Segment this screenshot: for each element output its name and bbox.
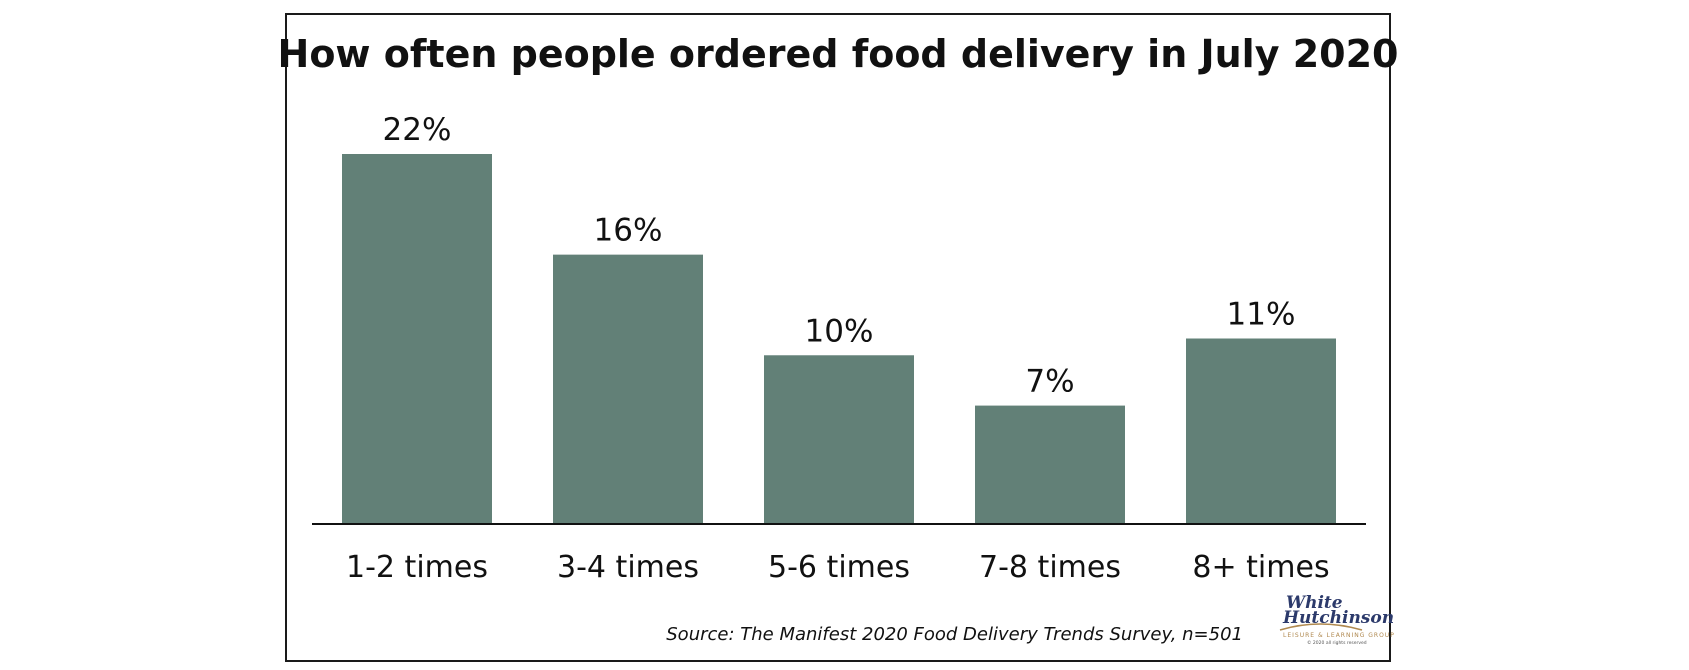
- bar-3-4-times: [553, 254, 703, 524]
- x-tick-label: 8+ times: [1192, 550, 1329, 585]
- bar-5-6-times: [764, 355, 914, 523]
- logo-line2: Hutchinson: [1282, 608, 1394, 628]
- x-tick-label: 7-8 times: [979, 550, 1121, 585]
- logo-line1: White: [1286, 593, 1343, 613]
- logo-tagline: LEISURE & LEARNING GROUP: [1283, 632, 1395, 639]
- bar-value-label: 10%: [805, 313, 874, 349]
- bar-7-8-times: [975, 405, 1125, 523]
- bar-value-label: 7%: [1025, 364, 1074, 400]
- logo-copyright: © 2020 all rights reserved: [1307, 639, 1367, 646]
- x-tick-label: 1-2 times: [346, 550, 488, 585]
- bar-value-label: 22%: [383, 112, 452, 148]
- bar-value-label: 16%: [594, 213, 663, 249]
- white-hutchinson-logo: White Hutchinson LEISURE & LEARNING GROU…: [1279, 593, 1395, 646]
- bar-1-2-times: [342, 154, 492, 523]
- x-tick-label: 5-6 times: [768, 550, 910, 585]
- bar-value-label: 11%: [1227, 297, 1296, 333]
- bars-group: 22% 1-2 times 16% 3-4 times 10% 5-6 times 7% 7-…: [342, 112, 1336, 585]
- chart-title: How often people ordered food delivery i…: [278, 32, 1399, 76]
- source-note: Source: The Manifest 2020 Food Delivery …: [666, 624, 1243, 645]
- bar-8-times: [1186, 338, 1336, 523]
- x-tick-label: 3-4 times: [557, 550, 699, 585]
